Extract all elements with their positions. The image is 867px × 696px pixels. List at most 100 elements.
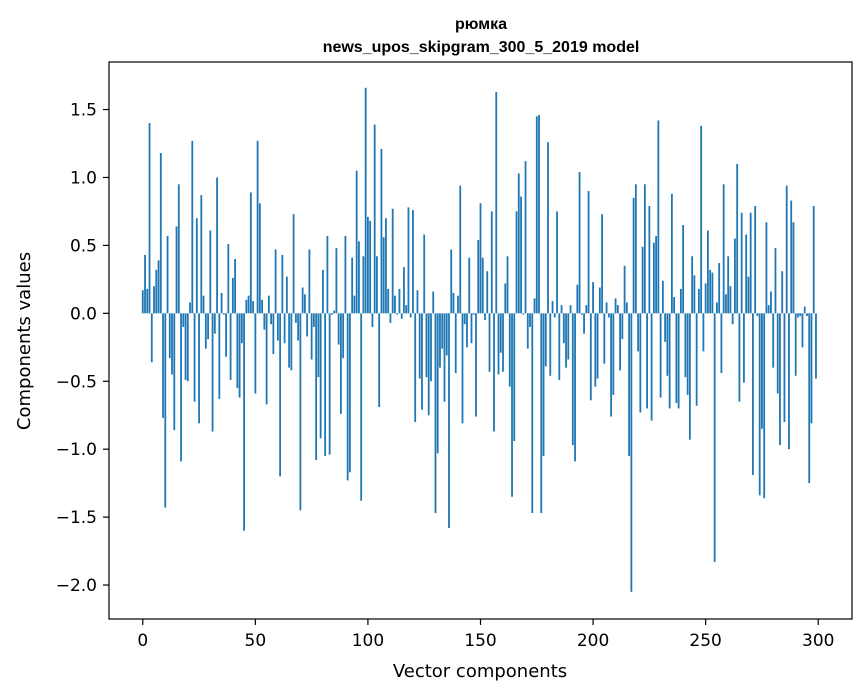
bar-106 — [380, 148, 383, 314]
bar-173 — [531, 313, 534, 514]
bar-211 — [616, 305, 619, 314]
bar-123 — [418, 313, 421, 379]
bar-54 — [263, 313, 266, 330]
bar-235 — [670, 193, 673, 314]
bar-17 — [180, 313, 182, 462]
bar-147 — [472, 313, 475, 315]
bar-294 — [803, 306, 806, 314]
bar-181 — [549, 313, 552, 376]
bar-64 — [285, 276, 288, 314]
bar-56 — [267, 295, 270, 314]
bar-137 — [450, 249, 453, 314]
bar-225 — [648, 206, 651, 314]
bar-263 — [734, 238, 736, 314]
bar-36 — [222, 313, 225, 315]
bar-71 — [301, 287, 304, 314]
bar-14 — [173, 313, 176, 431]
bar-286 — [785, 185, 788, 314]
bar-282 — [776, 313, 779, 394]
bar-50 — [254, 313, 257, 394]
bar-97 — [360, 313, 363, 501]
bar-6 — [155, 269, 158, 314]
bar-33 — [216, 177, 218, 314]
bar-239 — [679, 288, 682, 314]
bar-288 — [790, 200, 793, 314]
bar-25 — [198, 313, 200, 424]
bar-46 — [245, 299, 248, 314]
bar-154 — [488, 313, 491, 372]
bar-10 — [164, 313, 167, 508]
bar-165 — [513, 313, 516, 442]
bar-94 — [353, 295, 356, 314]
bar-42 — [236, 313, 239, 389]
bar-260 — [727, 256, 730, 314]
bar-153 — [486, 271, 489, 314]
bar-206 — [605, 302, 608, 314]
bar-9 — [162, 313, 164, 418]
bar-243 — [688, 313, 691, 440]
bar-194 — [578, 172, 581, 314]
bar-285 — [783, 313, 786, 423]
bars-group — [141, 87, 817, 592]
x-axis-ticks: 0 50 100 150 200 250 300 — [137, 619, 834, 651]
bar-141 — [459, 185, 462, 314]
bar-178 — [542, 313, 545, 456]
bar-266 — [740, 212, 743, 314]
bar-254 — [713, 313, 716, 562]
bar-102 — [371, 313, 374, 327]
bar-200 — [592, 282, 594, 314]
bar-101 — [369, 220, 372, 314]
bar-35 — [220, 292, 223, 314]
bar-244 — [691, 256, 694, 314]
bar-245 — [693, 275, 696, 314]
bar-1 — [144, 254, 146, 314]
bar-257 — [720, 313, 723, 374]
bar-264 — [736, 163, 739, 314]
bar-53 — [261, 299, 263, 314]
bar-4 — [150, 313, 153, 363]
bar-201 — [594, 313, 597, 387]
bar-259 — [725, 294, 727, 314]
x-tick-label: 50 — [245, 631, 267, 651]
bar-289 — [792, 222, 795, 314]
bar-59 — [274, 249, 277, 314]
bar-144 — [466, 313, 468, 348]
bar-189 — [567, 313, 570, 360]
bar-121 — [414, 313, 417, 423]
y-tick-label: 1.5 — [70, 101, 97, 121]
bar-96 — [358, 241, 360, 314]
bar-255 — [716, 302, 718, 314]
bar-212 — [619, 313, 621, 371]
bar-69 — [297, 313, 300, 341]
bar-100 — [367, 216, 369, 314]
bar-168 — [520, 196, 522, 314]
bar-138 — [452, 292, 455, 314]
bar-76 — [312, 313, 315, 327]
bar-223 — [643, 184, 646, 314]
bar-237 — [675, 313, 678, 403]
bar-75 — [310, 313, 313, 360]
bar-291 — [797, 313, 799, 318]
bar-117 — [405, 305, 408, 314]
bar-240 — [682, 225, 685, 314]
bar-210 — [614, 298, 617, 314]
bar-45 — [243, 313, 245, 531]
bar-58 — [272, 313, 275, 355]
bar-252 — [709, 269, 712, 314]
bar-298 — [812, 206, 815, 314]
y-axis-label: Components values — [14, 252, 35, 430]
bar-238 — [677, 313, 680, 409]
bar-15 — [175, 226, 178, 314]
bar-156 — [493, 313, 495, 432]
bar-161 — [504, 283, 507, 314]
chart-title: рюмка — [455, 16, 507, 33]
bar-183 — [553, 313, 556, 318]
bar-87 — [337, 313, 340, 345]
bar-61 — [279, 313, 282, 477]
bar-107 — [382, 237, 385, 314]
bar-276 — [763, 313, 766, 499]
bar-297 — [810, 313, 813, 424]
bar-292 — [799, 313, 802, 317]
bar-202 — [596, 313, 599, 379]
bar-41 — [234, 258, 236, 314]
